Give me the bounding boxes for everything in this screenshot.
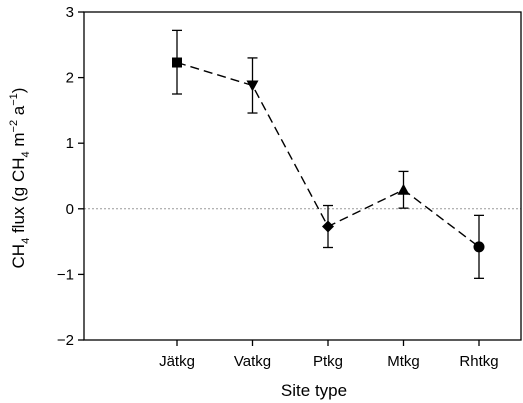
y-axis-title-part: −2 [8, 120, 20, 133]
data-point-diamond [322, 220, 334, 233]
y-axis-title: CH4 flux (g CH4 m−2 a−1) [8, 88, 32, 269]
y-axis-title-part: 4 [20, 238, 32, 244]
x-axis-title: Site type [281, 381, 347, 400]
x-tick-label: Vatkg [234, 353, 271, 370]
data-point-triangle-up [397, 183, 410, 195]
plot-layer [84, 29, 521, 279]
x-tick-label: Mtkg [387, 353, 420, 370]
y-tick-label: 2 [66, 70, 74, 87]
y-axis-title-part: a [9, 105, 28, 120]
y-axis-title-part: −1 [8, 93, 20, 106]
y-tick-label: 1 [66, 135, 74, 152]
y-axis-title-part: 4 [20, 151, 32, 157]
axis-layer: −2 −1 0 1 2 3 Jätkg Vatkg Ptkg Mtkg Rhtkg [57, 4, 522, 370]
data-point-circle [473, 241, 485, 253]
x-tick-label: Jätkg [159, 353, 195, 370]
y-tick-label: −1 [57, 266, 74, 283]
data-point-triangle-down [246, 80, 259, 92]
y-axis-title-part: ) [9, 88, 28, 94]
data-point-square [172, 57, 182, 68]
y-tick-label: 0 [66, 201, 74, 218]
y-tick-label: 3 [66, 4, 74, 21]
plot-frame [83, 11, 522, 341]
x-tick-label: Ptkg [313, 353, 343, 370]
y-axis-title-part: CH [9, 244, 28, 269]
y-axis-title-part: m [9, 132, 28, 151]
y-tick-label: −2 [57, 332, 74, 349]
y-axis-title-part: flux (g CH [9, 157, 28, 237]
x-tick-label: Rhtkg [459, 353, 498, 370]
